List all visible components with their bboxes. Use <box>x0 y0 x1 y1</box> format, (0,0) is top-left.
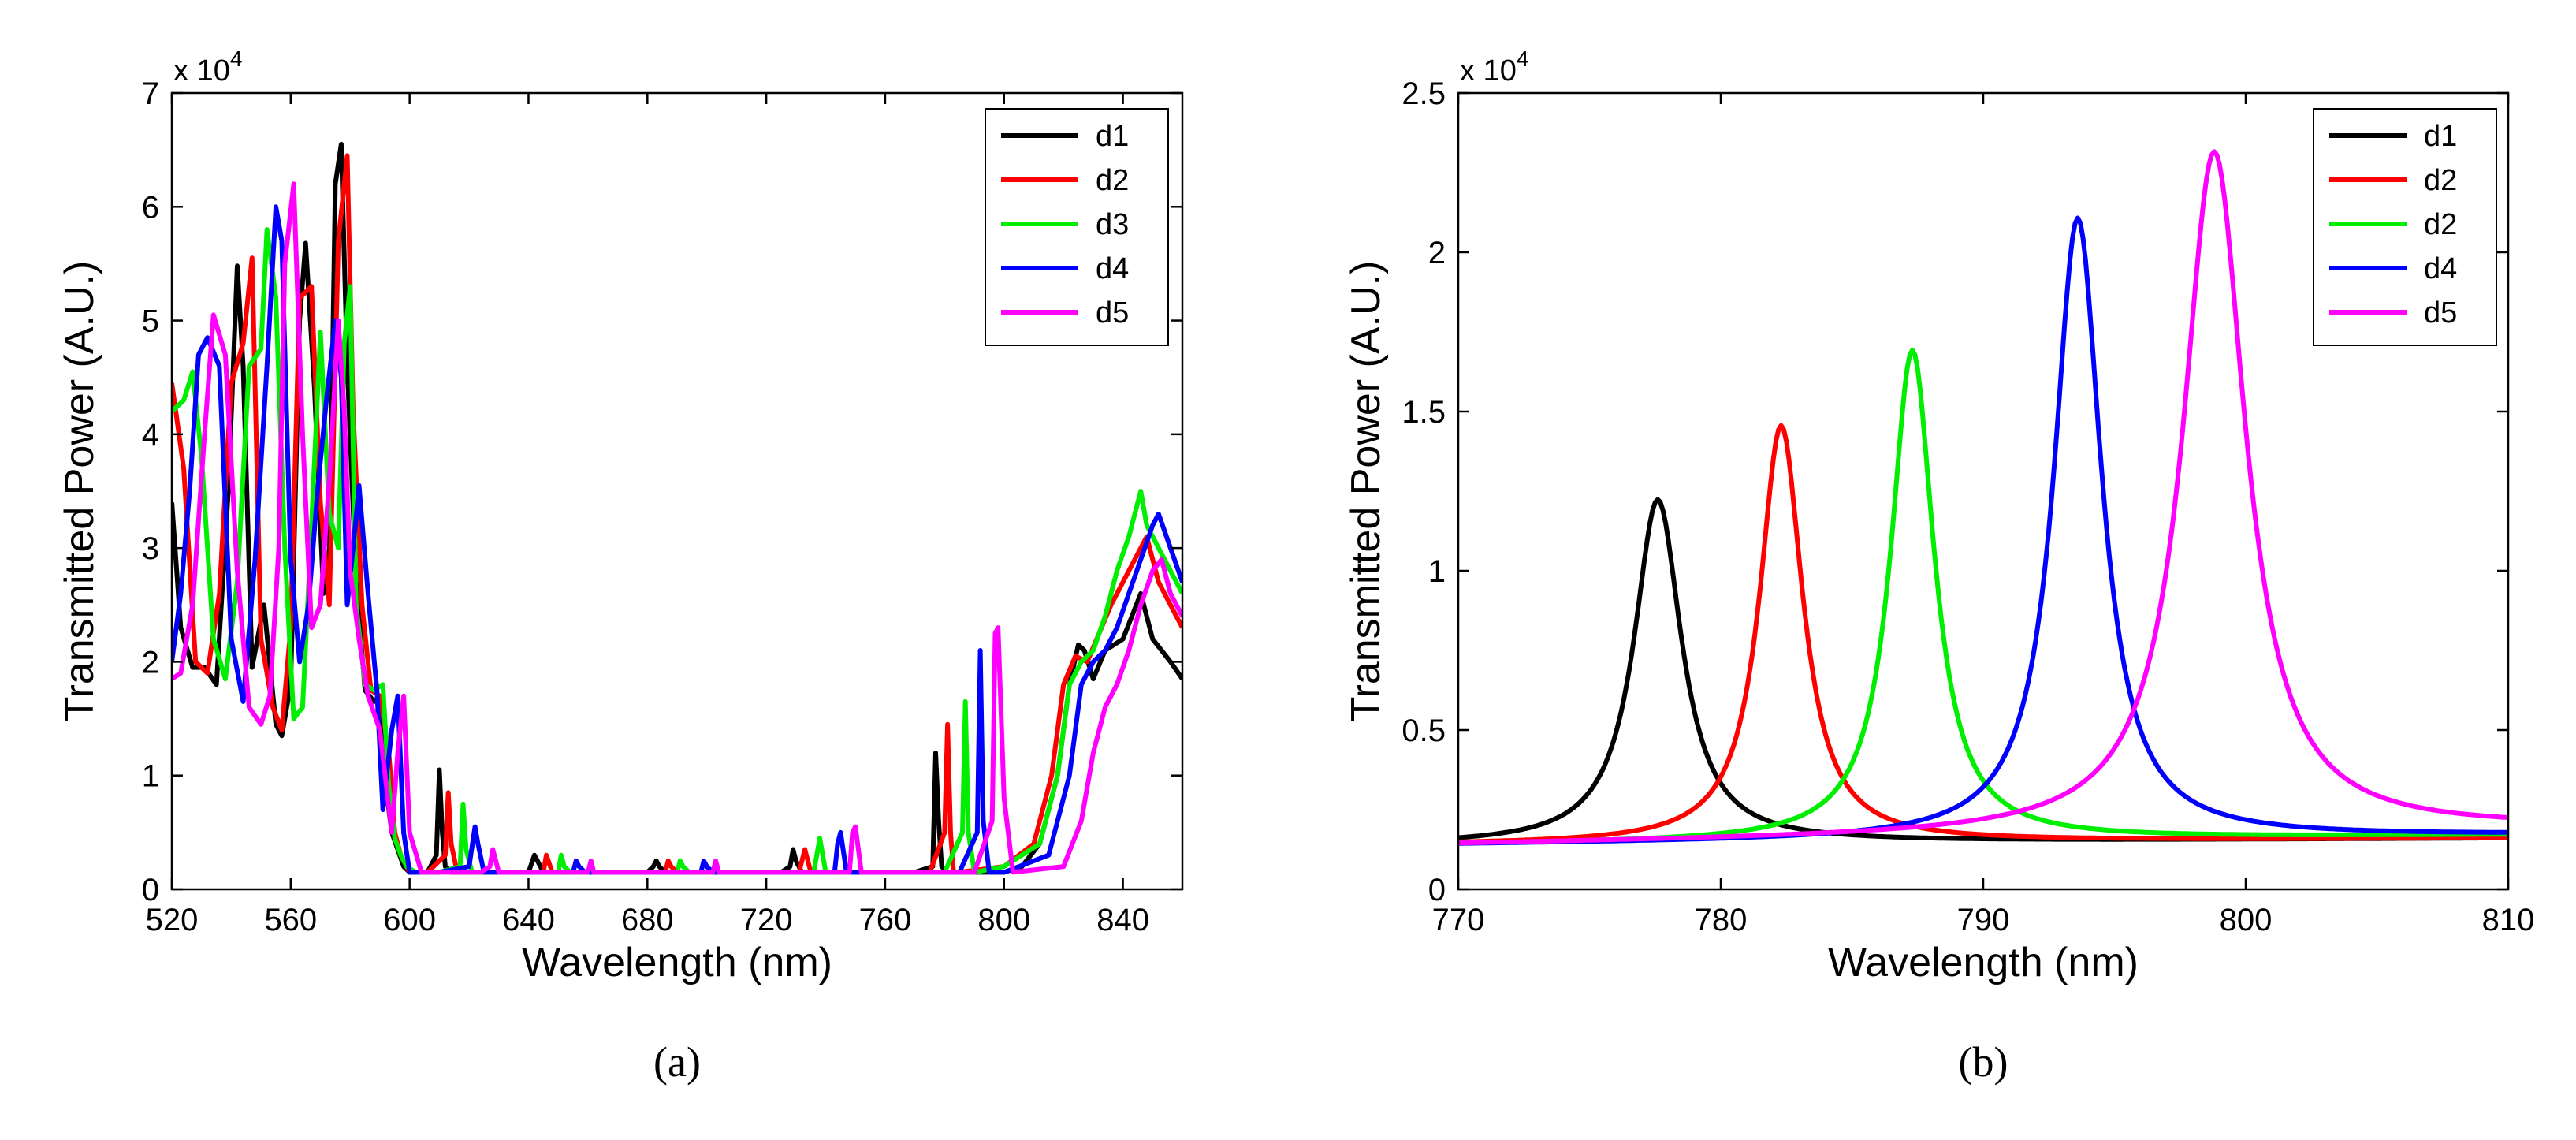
y-tick-label: 1 <box>142 759 159 794</box>
x-tick-label: 760 <box>859 903 912 937</box>
legend-label-d5: d5 <box>2424 296 2457 330</box>
legend-label-d2: d2 <box>1096 164 1129 197</box>
legend-label-d4: d4 <box>1096 252 1129 285</box>
series-group <box>1458 149 2508 846</box>
x-tick-label: 720 <box>740 903 793 937</box>
x-tick-label: 520 <box>146 903 199 937</box>
y-tick-label: 7 <box>142 76 159 111</box>
legend-box <box>985 108 1169 346</box>
legend-label-d2: d2 <box>2424 208 2457 241</box>
series-group <box>172 141 1182 875</box>
y-multiplier-exponent: 4 <box>230 47 243 71</box>
x-tick-label: 790 <box>1957 903 2010 937</box>
y-tick-label: 2 <box>1428 236 1446 270</box>
x-tick-label: 840 <box>1096 903 1149 937</box>
legend-box <box>2313 108 2497 346</box>
panel-caption: (a) <box>653 1038 701 1086</box>
y-axis-label: Transmitted Power (A.U.) <box>1343 261 1389 722</box>
x-tick-label: 600 <box>383 903 436 937</box>
y-tick-label: 0.5 <box>1402 713 1446 748</box>
y-tick-label: 3 <box>142 531 159 566</box>
y-tick-label: 2 <box>142 645 159 680</box>
legend-label-d4: d4 <box>2424 252 2457 285</box>
legend: d1 d2 d2 d4 d5 <box>2313 108 2497 346</box>
chart-panel-b: 770 780 790 800 810 0 0.5 1 1.5 2 2.5 x 104 Waveleng… <box>1343 47 2534 1086</box>
y-tick-label: 5 <box>142 304 159 339</box>
chart-panel-a: 520 560 600 640 680 720 760 800 840 0 1 2 3 4 5 6 7 x 104… <box>57 47 1184 1086</box>
x-tick-label: 680 <box>621 903 674 937</box>
legend-label-d1: d1 <box>2424 120 2457 153</box>
x-tick-label: 800 <box>2220 903 2273 937</box>
axes-box <box>170 91 1184 891</box>
y-tick-label: 4 <box>142 418 159 453</box>
x-tick-label: 810 <box>2482 903 2535 937</box>
y-multiplier: x 104 <box>173 47 242 88</box>
y-tick-label: 0 <box>1428 873 1446 907</box>
legend-label-d1: d1 <box>1096 120 1129 153</box>
y-multiplier: x 104 <box>1460 47 1528 88</box>
series-line-d4 <box>172 204 1182 875</box>
x-axis-label: Wavelength (nm) <box>1828 940 2139 985</box>
x-tick-label: 560 <box>264 903 317 937</box>
legend: d1 d2 d3 d4 d5 <box>985 108 1169 346</box>
series-line-d5 <box>172 181 1182 875</box>
x-tick-label: 800 <box>977 903 1030 937</box>
legend-label-d2: d2 <box>2424 164 2457 197</box>
y-axis-label: Transmitted Power (A.U.) <box>57 261 102 722</box>
panel-caption: (b) <box>1959 1038 2008 1086</box>
series-line-d5 <box>1458 149 2508 846</box>
x-tick-label: 770 <box>1432 903 1485 937</box>
x-tick-label: 780 <box>1695 903 1748 937</box>
y-tick-label: 1.5 <box>1402 395 1446 430</box>
legend-label-d5: d5 <box>1096 296 1129 330</box>
series-line-d2 <box>1458 348 2508 846</box>
y-multiplier-exponent: 4 <box>1517 47 1529 71</box>
series-line-d2 <box>1458 423 2508 844</box>
x-axis-label: Wavelength (nm) <box>522 940 832 985</box>
legend-label-d3: d3 <box>1096 208 1129 241</box>
y-tick-label: 1 <box>1428 554 1446 589</box>
y-tick-label: 2.5 <box>1402 76 1446 111</box>
y-tick-label: 6 <box>142 190 159 225</box>
y-tick-label: 0 <box>142 873 159 907</box>
x-tick-label: 640 <box>502 903 555 937</box>
